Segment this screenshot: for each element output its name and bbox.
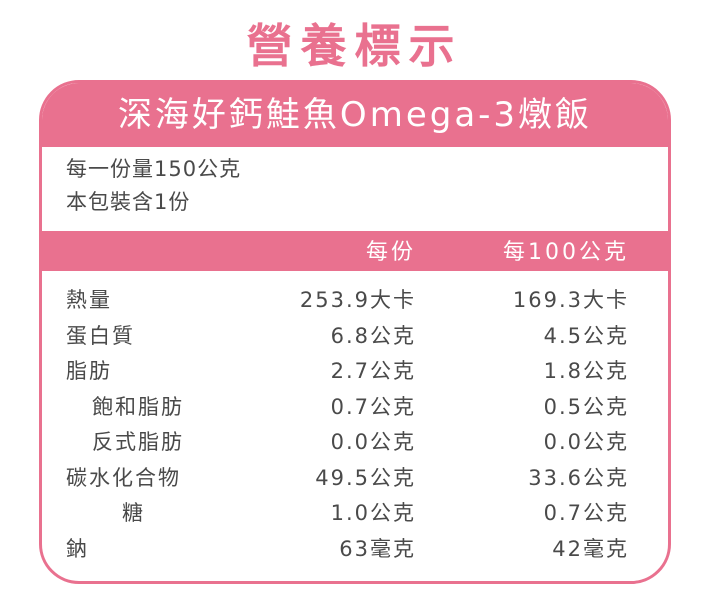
nutrient-row: 反式脂肪 0.0公克 0.0公克: [42, 425, 668, 461]
product-name: 深海好鈣鮭魚Omega-3燉飯: [117, 95, 593, 135]
nutrient-row: 脂肪 2.7公克 1.8公克: [42, 354, 668, 390]
per-serving-value: 6.8公克: [330, 323, 416, 348]
per-serving-value: 0.0公克: [330, 430, 416, 454]
nutrition-label-card: 深海好鈣鮭魚Omega-3燉飯 每一份量150公克 本包裝含1份 每份 每100…: [39, 80, 671, 584]
nutrient-row: 鈉 63毫克 42毫克: [42, 532, 668, 568]
per-100g-value: 0.5公克: [543, 394, 629, 419]
serving-size: 每一份量150公克: [66, 157, 242, 181]
column-per-serving: 每份: [365, 240, 416, 265]
nutrient-name: 糖: [122, 501, 145, 525]
nutrient-name: 脂肪: [66, 359, 112, 383]
serving-info: 每一份量150公克 本包裝含1份: [66, 153, 241, 219]
per-serving-value: 49.5公克: [315, 465, 416, 490]
per-serving-value: 2.7公克: [330, 359, 416, 383]
per-100g-value: 0.0公克: [543, 430, 629, 454]
nutrient-row: 碳水化合物 49.5公克 33.6公克: [42, 461, 668, 497]
nutrient-row: 糖 1.0公克 0.7公克: [42, 496, 668, 532]
nutrient-row: 飽和脂肪 0.7公克 0.5公克: [42, 390, 668, 426]
nutrient-name: 飽和脂肪: [92, 394, 184, 419]
nutrient-name: 反式脂肪: [92, 430, 184, 454]
per-100g-value: 169.3大卡: [512, 288, 629, 312]
per-serving-value: 63毫克: [339, 536, 416, 561]
nutrient-row: 蛋白質 6.8公克 4.5公克: [42, 319, 668, 355]
nutrient-name: 鈉: [66, 536, 89, 561]
per-100g-value: 33.6公克: [528, 465, 629, 490]
per-100g-value: 1.8公克: [543, 359, 629, 383]
column-per-100g: 每100公克: [503, 240, 629, 265]
per-serving-value: 253.9大卡: [299, 288, 416, 312]
column-header-band: 每份 每100公克: [42, 231, 668, 271]
per-serving-value: 1.0公克: [330, 501, 416, 525]
servings-per-package: 本包裝含1份: [66, 190, 191, 214]
per-100g-value: 4.5公克: [543, 323, 629, 348]
nutrient-name: 蛋白質: [66, 323, 135, 348]
per-serving-value: 0.7公克: [330, 394, 416, 419]
nutrient-name: 碳水化合物: [66, 465, 181, 490]
nutrient-table: 熱量 253.9大卡 169.3大卡 蛋白質 6.8公克 4.5公克 脂肪 2.…: [42, 283, 668, 567]
per-100g-value: 0.7公克: [543, 501, 629, 525]
nutrient-row: 熱量 253.9大卡 169.3大卡: [42, 283, 668, 319]
nutrient-name: 熱量: [66, 288, 112, 312]
page-title: 營養標示: [246, 19, 463, 73]
product-header: 深海好鈣鮭魚Omega-3燉飯: [42, 83, 668, 147]
per-100g-value: 42毫克: [552, 536, 629, 561]
